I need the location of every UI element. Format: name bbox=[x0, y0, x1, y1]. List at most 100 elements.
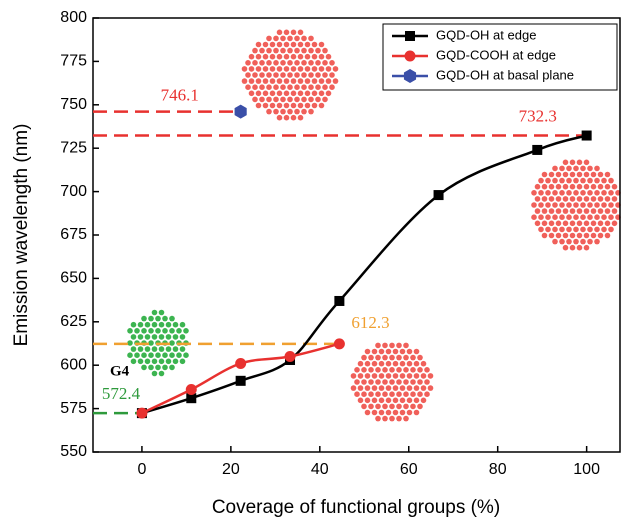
molecule-atom bbox=[389, 391, 395, 398]
molecule-atom bbox=[148, 364, 154, 371]
molecule-atom bbox=[573, 165, 579, 172]
molecule-atom bbox=[311, 90, 318, 97]
y-tick-label: 750 bbox=[60, 96, 87, 113]
molecule-atom bbox=[165, 358, 172, 365]
molecule-atom bbox=[559, 177, 565, 184]
molecule-atom bbox=[410, 379, 416, 385]
molecule-atom bbox=[368, 379, 374, 385]
y-tick-label: 550 bbox=[60, 443, 87, 460]
molecule-atom bbox=[538, 177, 544, 184]
molecule-atom bbox=[604, 208, 611, 214]
molecule-atom bbox=[378, 360, 385, 367]
molecule-atom bbox=[597, 171, 604, 178]
molecule-atom bbox=[382, 391, 388, 398]
molecule-atom bbox=[403, 403, 409, 410]
molecule-atom bbox=[396, 367, 402, 373]
molecule-atom bbox=[569, 183, 576, 190]
molecule-atom bbox=[354, 379, 360, 385]
molecule-atom bbox=[252, 96, 258, 103]
molecule-atom bbox=[382, 367, 388, 373]
molecule-atom bbox=[276, 66, 283, 72]
molecule-atom bbox=[137, 346, 144, 352]
molecule-atom bbox=[538, 190, 544, 196]
molecule-atom bbox=[141, 352, 147, 359]
molecule-atom bbox=[273, 60, 279, 66]
molecule-atom bbox=[273, 35, 279, 42]
molecule-atom bbox=[318, 102, 325, 109]
molecule-atom bbox=[601, 190, 607, 196]
molecule-atom bbox=[392, 348, 399, 355]
molecule-atom bbox=[552, 190, 558, 196]
molecule-atom bbox=[396, 415, 402, 422]
molecule-atom bbox=[541, 183, 548, 190]
molecule-atom bbox=[576, 244, 583, 251]
molecule-atom bbox=[318, 53, 325, 60]
molecule-atom bbox=[165, 334, 172, 340]
molecule-atom bbox=[392, 373, 399, 379]
molecule-atom bbox=[273, 72, 279, 78]
molecule-atom bbox=[172, 358, 179, 365]
molecule-atom bbox=[276, 114, 283, 121]
molecule-atom bbox=[259, 60, 265, 66]
molecule-atom bbox=[350, 385, 357, 391]
molecule-atom bbox=[594, 202, 600, 208]
molecule-atom bbox=[417, 367, 423, 373]
molecule-atom bbox=[294, 108, 300, 115]
molecule-atom bbox=[555, 208, 562, 214]
molecule-atom bbox=[273, 96, 279, 103]
molecule-atom bbox=[608, 177, 614, 184]
molecule-atom bbox=[357, 397, 364, 404]
molecule-atom bbox=[290, 41, 297, 48]
molecule-atom bbox=[144, 321, 151, 328]
molecule-atom bbox=[151, 309, 158, 316]
molecule-atom bbox=[148, 315, 154, 322]
molecule-atom bbox=[385, 409, 392, 416]
molecule-atom bbox=[287, 96, 293, 103]
molecule-atom bbox=[322, 72, 328, 78]
molecule-atom bbox=[611, 183, 618, 190]
x-tick-label: 40 bbox=[311, 461, 329, 478]
molecule-atom bbox=[169, 340, 175, 346]
molecule-atom bbox=[311, 53, 318, 60]
molecule-atom bbox=[562, 208, 569, 214]
molecule-atom bbox=[276, 53, 283, 60]
molecule-atom bbox=[594, 226, 600, 233]
molecule-atom bbox=[590, 171, 597, 178]
molecule-atom bbox=[151, 321, 158, 328]
molecule-atom bbox=[266, 47, 272, 54]
molecule-atom bbox=[548, 196, 555, 202]
molecule-atom bbox=[158, 370, 165, 377]
molecule-atom bbox=[169, 364, 175, 371]
molecule-atom bbox=[283, 29, 290, 36]
molecule-atom bbox=[548, 171, 555, 178]
molecule-atom bbox=[361, 367, 367, 373]
molecule-atom bbox=[262, 41, 269, 48]
x-tick-label: 60 bbox=[400, 461, 418, 478]
molecule-atom bbox=[364, 397, 371, 404]
molecule-atom bbox=[325, 90, 332, 97]
molecule-atom bbox=[364, 348, 371, 355]
molecule-atom bbox=[283, 53, 290, 60]
molecule-atom bbox=[287, 60, 293, 66]
molecule-atom bbox=[290, 66, 297, 72]
molecule-atom bbox=[269, 90, 276, 97]
molecule-atom bbox=[354, 367, 360, 373]
molecule-atom bbox=[417, 403, 423, 410]
molecule-atom bbox=[580, 238, 586, 245]
molecule-atom bbox=[245, 84, 251, 90]
y-tick-label: 700 bbox=[60, 183, 87, 200]
molecule-atom bbox=[378, 385, 385, 391]
molecule-atom bbox=[134, 352, 140, 359]
molecule-atom bbox=[580, 226, 586, 233]
molecule-atom bbox=[301, 72, 307, 78]
marker bbox=[581, 130, 592, 141]
molecule-atom bbox=[375, 415, 381, 422]
molecule-atom bbox=[534, 208, 541, 214]
molecule-atom bbox=[534, 183, 541, 190]
molecule-atom bbox=[283, 102, 290, 109]
molecule-atom bbox=[280, 108, 286, 115]
molecule-atom bbox=[245, 60, 251, 66]
molecule-atom bbox=[566, 214, 572, 220]
molecule-atom bbox=[141, 328, 147, 334]
molecule-atom bbox=[297, 53, 304, 60]
